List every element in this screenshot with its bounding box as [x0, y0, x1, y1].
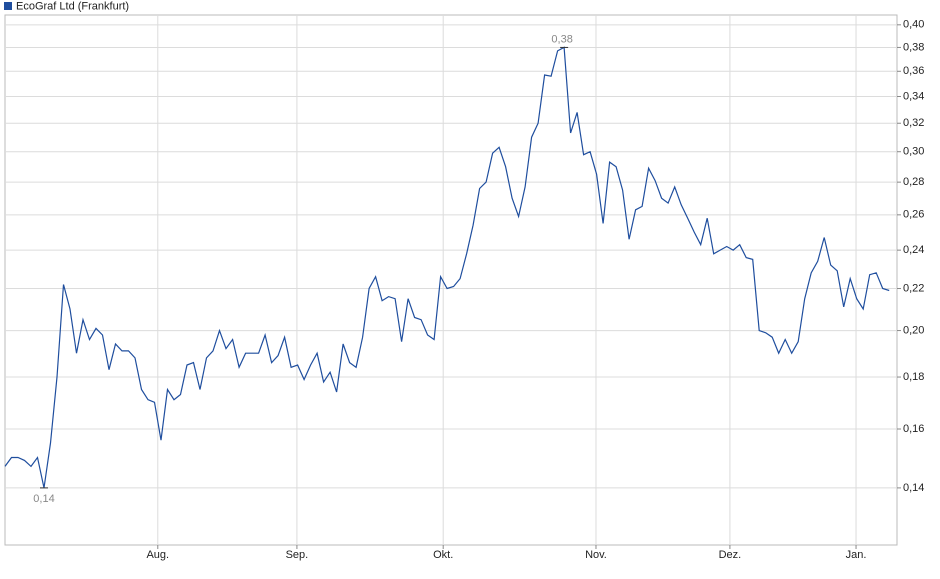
plot-frame: [4, 14, 898, 546]
y-tick-label: 0,22: [903, 282, 924, 294]
min-label: 0,14: [33, 493, 54, 505]
x-tick-label: Aug.: [146, 549, 169, 561]
x-tick-label: Nov.: [585, 549, 607, 561]
max-label: 0,38: [551, 33, 572, 45]
x-tick-label: Okt.: [433, 549, 453, 561]
legend-label: EcoGraf Ltd (Frankfurt): [16, 0, 129, 12]
y-tick-label: 0,20: [903, 324, 924, 336]
y-tick-label: 0,36: [903, 65, 924, 77]
price-line: [4, 46, 890, 489]
y-tick-label: 0,18: [903, 371, 924, 383]
y-tick-label: 0,40: [903, 19, 924, 31]
y-tick-label: 0,24: [903, 244, 924, 256]
y-tick-label: 0,38: [903, 41, 924, 53]
y-tick-label: 0,14: [903, 482, 924, 494]
x-tick-label: Dez.: [719, 549, 742, 561]
y-tick-label: 0,30: [903, 146, 924, 158]
x-tick-label: Sep.: [286, 549, 309, 561]
y-tick-label: 0,32: [903, 117, 924, 129]
y-tick-label: 0,26: [903, 209, 924, 221]
x-tick-label: Jan.: [846, 549, 867, 561]
y-tick-label: 0,16: [903, 423, 924, 435]
y-tick-label: 0,28: [903, 176, 924, 188]
y-tick-label: 0,34: [903, 90, 924, 102]
legend-swatch: [4, 2, 12, 10]
